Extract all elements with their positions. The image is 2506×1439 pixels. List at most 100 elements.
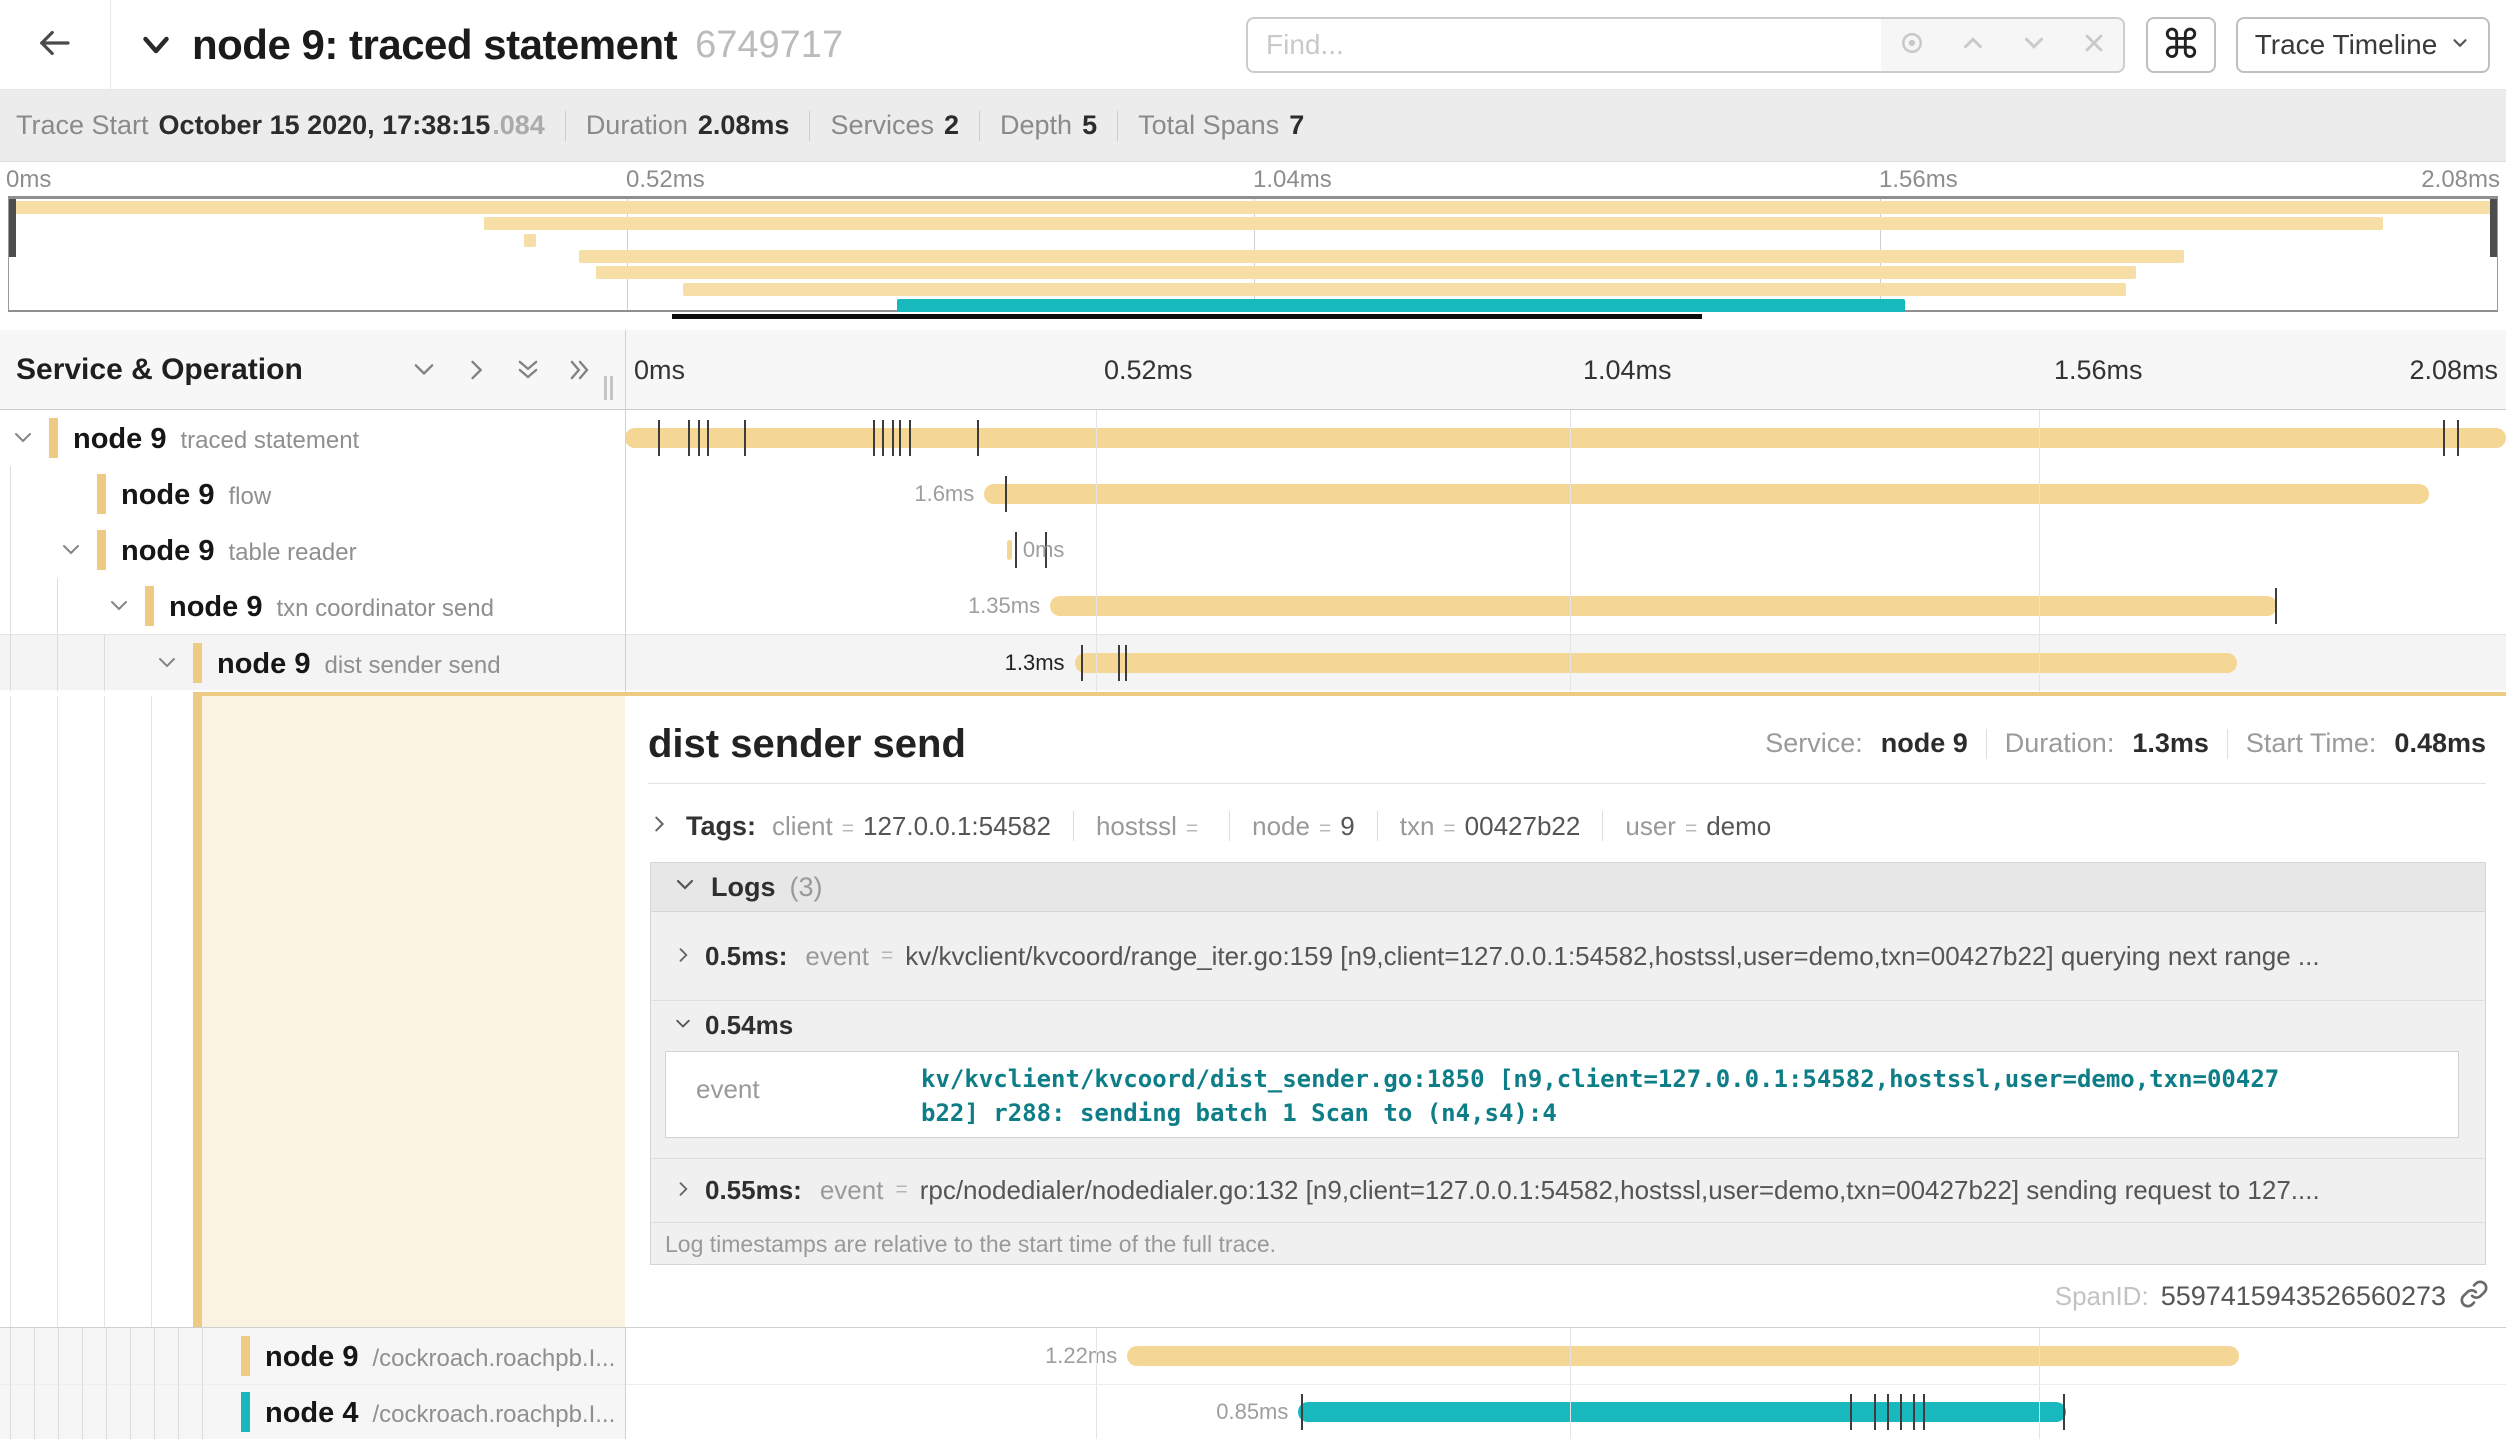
column-resize-handle[interactable] <box>610 376 613 400</box>
span-detail-panel: dist sender send Service: node 9 Duratio… <box>625 696 2506 1327</box>
minimap-tick-label: 1.56ms <box>1879 166 1958 193</box>
log-marker-tick <box>2063 1394 2066 1430</box>
service-color-bar <box>241 1336 250 1376</box>
span-id-row: SpanID: 5597415943526560273 <box>2055 1278 2490 1315</box>
span-duration-bar[interactable] <box>625 428 2506 448</box>
find-controls <box>1881 17 2125 73</box>
span-id-value: 5597415943526560273 <box>2160 1281 2446 1311</box>
tree-indent-guide <box>82 1384 83 1439</box>
operation-name: flow <box>228 483 272 510</box>
minimap-span-bar <box>578 249 2184 263</box>
event-field-label: event <box>696 1074 760 1104</box>
log-entry[interactable]: 0.55ms: event = rpc/nodedialer/nodediale… <box>651 1159 2485 1221</box>
back-button[interactable] <box>30 23 78 67</box>
tags-accordion[interactable]: Tags: client = 127.0.0.1:54582 hostssl = no… <box>648 802 2486 850</box>
log-marker-tick <box>1900 1394 1903 1430</box>
timeline-gridline <box>1570 1328 1571 1439</box>
span-duration-label: 1.6ms <box>914 481 975 506</box>
span-duration-bar[interactable] <box>1050 596 2277 616</box>
log-marker-tick <box>976 420 979 456</box>
span-duration-label: 1.3ms <box>1004 650 1065 675</box>
start-time-value: 0.48ms <box>2394 728 2486 758</box>
trace-id: 6749717 <box>695 23 844 66</box>
span-row[interactable]: node 4/cockroach.roachpb.I... 0.85ms <box>0 1384 2506 1439</box>
clear-find-x-icon[interactable] <box>2080 29 2108 62</box>
minimap-span-bar <box>9 201 2497 214</box>
collapse-one-chevron-down-icon[interactable] <box>410 356 438 384</box>
minimap-left-drag-handle[interactable] <box>9 199 16 257</box>
event-field-value: kv/kvclient/kvcoord/dist_sender.go:1850 … <box>921 1065 2280 1127</box>
span-duration-bar[interactable] <box>1127 1346 2239 1366</box>
collapse-all-double-chevron-down-icon[interactable] <box>514 356 542 384</box>
minimap-viewport[interactable] <box>8 196 2498 312</box>
tree-indent-guide <box>10 578 11 634</box>
span-duration-label: 0.85ms <box>1216 1399 1289 1424</box>
expand-collapse-chevron-down-icon[interactable] <box>59 538 83 567</box>
log-marker-tick <box>1117 645 1120 681</box>
tree-indent-guide <box>154 1384 155 1439</box>
keyboard-shortcuts-button[interactable]: ⌘ <box>2146 17 2216 73</box>
span-duration-bar[interactable] <box>1006 540 1013 560</box>
span-row[interactable]: node 9 txn coordinator send 1.35ms <box>0 578 2506 634</box>
log-marker-tick <box>697 420 700 456</box>
service-label: Service: <box>1765 728 1863 758</box>
operation-name: txn coordinator send <box>276 595 494 622</box>
chevron-right-icon <box>648 811 670 842</box>
arrow-left-icon <box>33 22 75 69</box>
expand-collapse-chevron-down-icon[interactable] <box>155 651 179 680</box>
chevron-down-icon <box>673 873 697 902</box>
tag-item: txn = 00427b22 <box>1399 810 1581 841</box>
span-duration-bar[interactable] <box>1298 1402 2066 1422</box>
next-match-chevron-down-icon[interactable] <box>2019 28 2049 63</box>
span-duration-bar[interactable] <box>1074 653 2237 673</box>
expand-collapse-chevron-down-icon[interactable] <box>107 594 131 623</box>
minimap-scroll-indicator[interactable] <box>671 314 1702 319</box>
span-duration-bar[interactable] <box>984 484 2429 504</box>
chevron-down-icon <box>673 1010 693 1041</box>
tree-indent-guide <box>57 635 58 691</box>
tag-item: client = 127.0.0.1:54582 <box>772 810 1051 841</box>
axis-tick-label: 1.56ms <box>2054 354 2143 385</box>
log-entry-expanded-header[interactable]: 0.54ms <box>651 1001 2485 1049</box>
find-input[interactable] <box>1246 17 1882 73</box>
copy-link-icon[interactable] <box>2458 1278 2490 1315</box>
tree-indent-guide <box>154 1328 155 1384</box>
trace-minimap: 0ms 0.52ms 1.04ms 1.56ms 2.08ms <box>0 162 2506 330</box>
chevron-right-icon <box>673 1175 693 1206</box>
minimap-tick-label: 1.04ms <box>1253 166 1332 193</box>
expand-collapse-chevron-down-icon[interactable] <box>11 426 35 455</box>
match-case-icon[interactable] <box>1897 28 1927 63</box>
timeline-gridline <box>1096 1328 1097 1439</box>
minimap-tick-label: 0.52ms <box>626 166 705 193</box>
operation-name: table reader <box>228 539 357 566</box>
tree-indent-guide <box>10 522 11 578</box>
log-entry[interactable]: 0.5ms: event = kv/kvclient/kvcoord/range… <box>651 912 2485 1000</box>
axis-tick-label: 2.08ms <box>2409 354 2498 385</box>
trace-view-select[interactable]: Trace Timeline <box>2236 17 2490 73</box>
log-marker-tick <box>872 420 875 456</box>
collapse-trace-chevron-down-icon[interactable] <box>138 27 174 63</box>
tree-indent-guide <box>10 635 11 691</box>
span-row[interactable]: node 9/cockroach.roachpb.I... 1.22ms <box>0 1328 2506 1384</box>
tree-indent-guide <box>57 696 58 1327</box>
span-row[interactable]: node 9 flow 1.6ms <box>0 466 2506 522</box>
log-marker-tick <box>1081 645 1084 681</box>
span-row[interactable]: node 9 traced statement <box>0 410 2506 466</box>
expand-all-double-chevron-right-icon[interactable] <box>566 356 594 384</box>
tree-indent-guide <box>104 696 105 1327</box>
log-marker-tick <box>899 420 902 456</box>
expand-one-chevron-right-icon[interactable] <box>462 356 490 384</box>
trace-summary-bar: Trace Start October 15 2020, 17:38:15.08… <box>0 90 2506 162</box>
column-resize-handle[interactable] <box>604 376 607 400</box>
divider <box>651 1158 2485 1159</box>
minimap-right-drag-handle[interactable] <box>2490 199 2497 257</box>
command-icon: ⌘ <box>2161 23 2201 67</box>
prev-match-chevron-up-icon[interactable] <box>1958 28 1988 63</box>
tree-indent-guide <box>58 1328 59 1384</box>
tag-item: node = 9 <box>1252 810 1355 841</box>
span-row[interactable]: node 9 table reader 0ms <box>0 522 2506 578</box>
tree-indent-guide <box>106 1328 107 1384</box>
logs-accordion-header[interactable]: Logs (3) <box>651 863 2485 912</box>
axis-tick-label: 0.52ms <box>1104 354 1193 385</box>
span-row[interactable]: node 9 dist sender send 1.3ms <box>0 634 2506 691</box>
